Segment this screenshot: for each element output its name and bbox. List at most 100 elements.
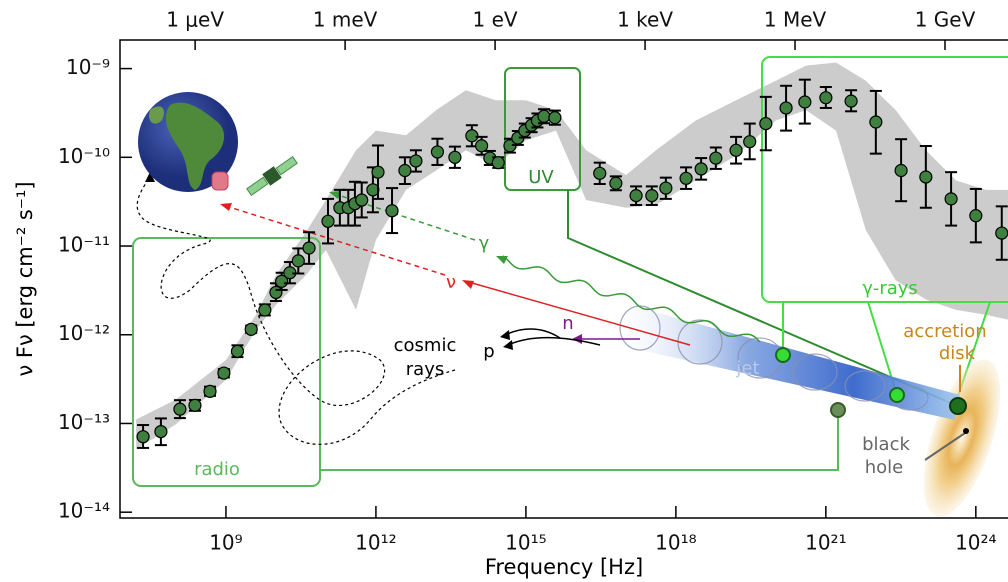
data-point [944,192,958,206]
annotation: UV [528,167,554,188]
data-point [355,193,369,207]
data-point [709,151,723,165]
x2-tick-label: 1 keV [617,8,673,32]
arrowhead [329,191,341,199]
y-tick-label: 10⁻⁹ [66,55,110,79]
data-point [491,156,505,170]
x-tick-label: 10¹² [355,531,396,555]
annotation: black [862,434,910,455]
x2-tick-label: 1 meV [313,8,378,32]
data-point [291,254,305,268]
gamma-path [334,193,476,241]
model-band [136,62,1008,450]
detector [211,171,229,191]
plot-frame [119,39,1008,519]
satellite [246,155,298,197]
annotation: n [562,313,573,334]
data-point [409,154,423,168]
arrowhead [220,203,232,211]
data-point [385,204,399,218]
connector [567,190,956,406]
gamma-box [761,56,1008,303]
annotation: γ-rays [862,278,918,299]
black-hole [963,428,969,434]
data-point [230,344,245,358]
data-point [430,145,445,159]
x2-tick-label: 1 GeV [915,8,976,32]
annotation: p [483,341,494,362]
annotation: rays [406,359,444,380]
data-layer [136,78,1008,449]
data-point [593,166,607,180]
connector [320,410,839,471]
y-tick-label: 10⁻¹³ [58,410,110,434]
annotation: accretion [903,321,986,342]
x-tick-label: 10¹⁸ [655,531,696,555]
data-point [371,165,385,179]
data-point [537,109,551,123]
annotation: disk [939,343,976,364]
neutrino-arrow [464,280,691,346]
data-point [894,163,908,178]
y-tick-label: 10⁻¹⁴ [58,499,110,523]
data-point [136,430,150,444]
y-axis-label: ν Fν [erg cm⁻² s⁻¹] [13,181,37,376]
data-point [659,181,673,195]
band-layer [136,62,1008,450]
x-tick-label: 10⁹ [209,531,242,555]
pointer [924,432,966,461]
data-point [269,285,283,300]
data-point [258,303,272,317]
data-point [448,150,462,164]
annotation: jet [735,358,759,379]
neutrino-path [225,205,446,276]
x-tick-label: 10²⁴ [955,531,996,555]
data-point [995,226,1008,240]
data-point [779,101,793,115]
data-point [679,171,693,185]
uv-box [504,67,581,191]
proton-arrow [504,328,561,339]
arrowhead [496,256,508,264]
axes-layer: 10⁻¹⁴ 10⁻¹³ 10⁻¹² 10⁻¹¹ 10⁻¹⁰ 10⁻⁹ 10⁹ 10¹² 10¹⁵… [58,8,1008,555]
data-point [475,139,489,153]
data-point [217,366,231,380]
data-point [321,214,335,228]
data-point [398,163,412,178]
data-point [645,189,659,203]
annotation: cosmic [394,335,457,356]
radio-box [132,237,321,487]
annotation: ν [446,272,456,293]
gamma-arrow [502,255,761,343]
data-point [302,241,316,255]
annotation: radio [194,459,240,480]
data-point [819,91,833,105]
data-point [798,95,812,109]
data-point [609,176,623,190]
accretion-disk [923,359,1001,517]
data-point [465,129,479,143]
node [775,347,791,363]
data-point [173,402,187,416]
data-point [694,162,708,176]
data-point [275,274,289,288]
x2-tick-label: 1 MeV [764,8,827,32]
y-tick-label: 10⁻¹⁰ [58,144,110,168]
proton-arrow [507,336,601,346]
x2-tick-label: 1 eV [473,8,518,32]
x-tick-label: 10¹⁵ [505,531,546,555]
illustration [132,56,1008,517]
data-point [154,424,168,439]
node [889,387,905,403]
data-point [548,111,562,125]
arrowhead [462,280,474,289]
land [165,102,225,190]
y-tick-label: 10⁻¹² [58,321,110,345]
arrowhead [500,330,510,340]
y-tick-label: 10⁻¹¹ [58,233,110,257]
x-axis-label: Frequency [Hz] [485,555,643,579]
arrowhead [145,172,155,182]
data-point [188,398,202,412]
